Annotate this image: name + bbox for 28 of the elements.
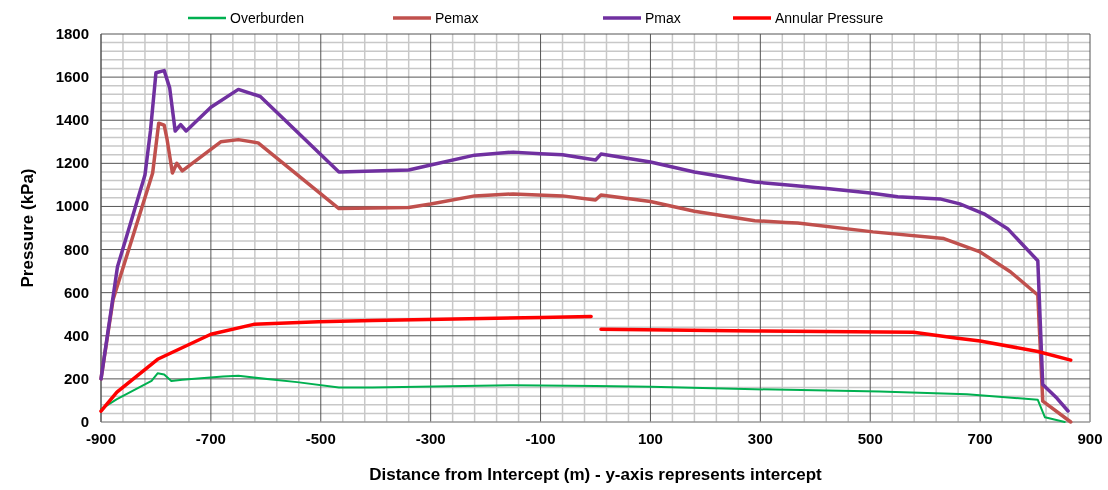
- legend-label: Annular Pressure: [775, 10, 884, 26]
- y-axis-title: Pressure (kPa): [18, 168, 37, 288]
- x-tick-label: 500: [857, 430, 883, 447]
- legend-label: Pemax: [435, 10, 479, 26]
- x-tick-label: -300: [415, 430, 446, 447]
- x-tick-label: 100: [637, 430, 663, 447]
- x-axis-title: Distance from Intercept (m) - y-axis represents intercept: [369, 465, 823, 484]
- legend-label: Pmax: [645, 10, 681, 26]
- x-tick-label: -900: [85, 430, 117, 447]
- y-tick-label: 600: [63, 283, 89, 301]
- x-tick-label: -500: [305, 430, 336, 447]
- legend-label: Overburden: [230, 10, 304, 26]
- y-tick-label: 1400: [55, 111, 89, 129]
- y-tick-label: 0: [80, 413, 89, 430]
- y-tick-label: 1600: [55, 68, 89, 86]
- line-series: [99, 68, 1070, 413]
- x-tick-label: 900: [1077, 430, 1103, 447]
- x-tick-label: 300: [747, 430, 773, 447]
- y-tick-label: 1000: [55, 197, 89, 215]
- y-tick-label: 400: [63, 326, 89, 344]
- y-tick-label: 200: [63, 369, 89, 387]
- y-tick-label: 1800: [55, 25, 89, 42]
- x-tick-label: -100: [525, 430, 556, 447]
- y-tick-label: 1200: [55, 154, 89, 172]
- x-tick-label: -700: [195, 430, 226, 447]
- x-tick-label: 700: [967, 430, 993, 447]
- line-series: [100, 372, 1066, 423]
- y-tick-label: 800: [63, 240, 89, 258]
